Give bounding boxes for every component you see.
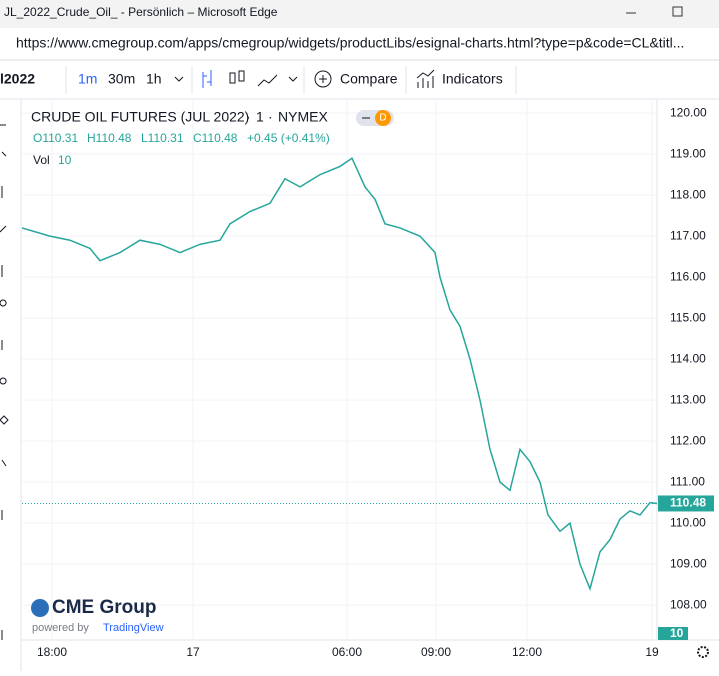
- plot: [21, 100, 658, 640]
- last-price-bg: [658, 495, 714, 512]
- chart-interval: 1: [256, 109, 264, 125]
- y-tick-label: 120.00: [670, 105, 707, 119]
- interval[interactable]: 1h: [146, 71, 162, 87]
- y-tick-label: 119.00: [670, 146, 706, 160]
- candles-icon[interactable]: [238, 70, 245, 82]
- legend-volume: 10: [58, 153, 72, 167]
- x-tick-label: 09:00: [421, 645, 451, 659]
- badge-dot: [375, 110, 391, 126]
- drawing-toolbar: [0, 100, 21, 671]
- compare-icon[interactable]: [319, 75, 327, 83]
- dropdown[interactable]: [288, 76, 298, 82]
- price-line: [21, 157, 658, 592]
- legend-volume-name: Vol: [33, 153, 50, 167]
- x-tick-label: 17: [186, 645, 200, 659]
- chart-exchange: NYMEX: [278, 109, 328, 125]
- y-tick-label: 108.00: [670, 597, 707, 611]
- y-tick-label: 110.00: [670, 515, 706, 529]
- url[interactable]: https://www.cmegroup.com/apps/cmegroup/w…: [16, 35, 684, 51]
- y-tick-label: 116.00: [670, 269, 706, 283]
- chart-title: CRUDE OIL FUTURES (JUL 2022): [31, 109, 249, 125]
- address-bar: [0, 28, 719, 60]
- legend-close: C110.48: [193, 131, 238, 145]
- indicators-icon[interactable]: [416, 69, 435, 88]
- badge: D: [379, 113, 386, 124]
- x-tick-label: 12:00: [512, 645, 542, 659]
- x-tick-label: 19: [645, 645, 659, 659]
- volume-label: 10: [670, 626, 684, 640]
- compare-icon[interactable]: [314, 70, 332, 88]
- legend-high: H110.48: [87, 131, 132, 145]
- y-tick-label: 111.00: [670, 474, 705, 488]
- legend-low: L110.31: [141, 131, 184, 145]
- y-tick-label: 113.00: [670, 392, 706, 406]
- y-tick-label: 112.00: [670, 433, 706, 447]
- area-icon[interactable]: [257, 74, 278, 87]
- separator-dot: ·: [246, 109, 251, 125]
- settings[interactable]: [697, 646, 709, 658]
- candles-icon[interactable]: [229, 72, 236, 84]
- last-price-label: 110.48: [670, 496, 706, 510]
- x-tick-label: 06:00: [332, 645, 362, 659]
- dropdown[interactable]: [174, 76, 184, 82]
- x-tick-label: 18:00: [37, 645, 67, 659]
- logo-powered: powered by: [32, 622, 89, 634]
- logo-globe: [31, 599, 49, 617]
- maximize[interactable]: [672, 6, 683, 17]
- title-bar: [0, 0, 719, 28]
- legend-open: O110.31: [33, 131, 78, 145]
- y-tick-label: 118.00: [670, 187, 706, 201]
- compare[interactable]: Compare: [340, 71, 398, 87]
- volume-label-bg: [658, 627, 688, 640]
- y-tick-label: 117.00: [670, 228, 706, 242]
- legend-change: +0.45 (+0.41%): [247, 131, 330, 145]
- separator-dot: ·: [268, 109, 273, 125]
- window-title: JL_2022_Crude_Oil_ - Persönlich – Micros…: [4, 5, 278, 19]
- interval[interactable]: 30m: [108, 71, 135, 87]
- bars-icon[interactable]: [202, 70, 212, 88]
- toolbar: [0, 61, 719, 99]
- y-tick-label: 114.00: [670, 351, 706, 365]
- y-tick-label: 109.00: [670, 556, 707, 570]
- logo-provider: TradingView: [103, 622, 164, 634]
- interval[interactable]: 1m: [78, 71, 97, 87]
- indicators[interactable]: Indicators: [442, 71, 503, 87]
- logo-name: CME Group: [52, 597, 157, 618]
- badge-dash: [362, 117, 370, 119]
- y-tick-label: 115.00: [670, 310, 706, 324]
- symbol[interactable]: l2022: [0, 71, 35, 87]
- drawing-tools[interactable]: [0, 124, 9, 640]
